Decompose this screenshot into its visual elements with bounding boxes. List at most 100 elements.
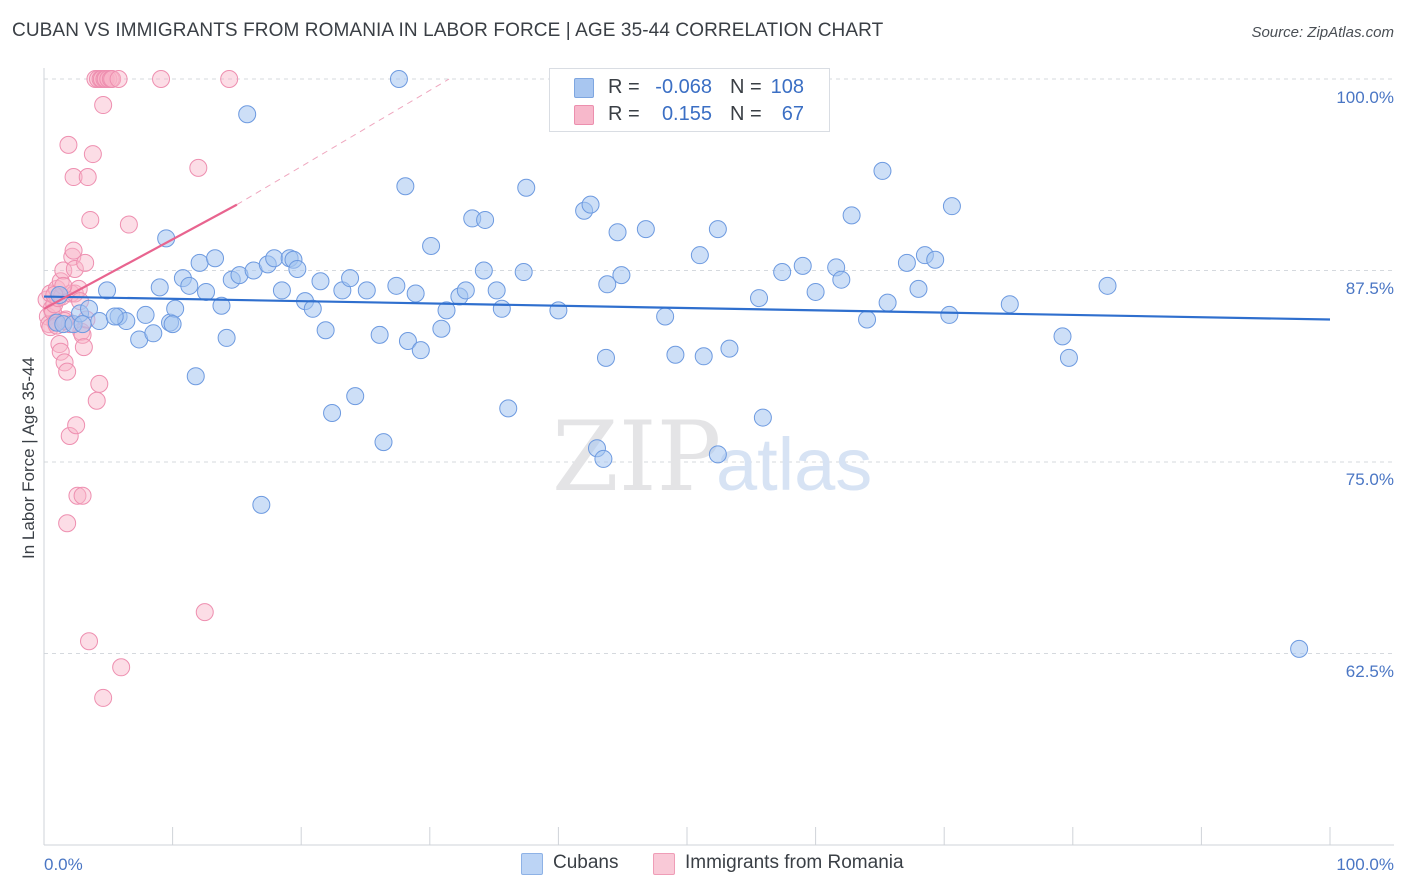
romania-point — [60, 426, 79, 445]
cubans-point — [163, 315, 182, 334]
romania-point — [74, 338, 93, 357]
cubans-point — [517, 178, 536, 197]
chart-title: CUBAN VS IMMIGRANTS FROM ROMANIA IN LABO… — [12, 20, 884, 41]
cubans-point — [272, 281, 291, 300]
romania-trend-line — [43, 203, 238, 310]
romania-point — [58, 514, 77, 533]
cubans-point — [806, 282, 825, 301]
axis-labels: In Labor Force | Age 35-44 0.0% 100.0% 1… — [19, 88, 1394, 874]
cubans-point — [773, 263, 792, 282]
cubans-point — [581, 195, 600, 214]
cubans-point — [265, 249, 284, 268]
cubans-point — [406, 284, 425, 303]
romania-point — [220, 70, 239, 88]
cubans-point — [374, 433, 393, 452]
y-tick-label-100: 100.0% — [1336, 88, 1394, 107]
r-value: 0.155 — [661, 103, 712, 125]
y-tick-label-75: 75.0% — [1346, 470, 1394, 489]
cubans-point — [940, 305, 959, 324]
romania-point — [64, 168, 83, 187]
cubans-point — [80, 299, 99, 318]
data-points — [37, 70, 1309, 707]
cubans-point — [346, 387, 365, 406]
romania-point — [90, 374, 109, 393]
romania-point — [189, 158, 208, 177]
cubans-point — [476, 210, 495, 229]
cubans-point — [456, 281, 475, 300]
romania-point — [195, 603, 214, 622]
cubans-point — [549, 301, 568, 320]
cubans-point — [474, 261, 493, 280]
cubans-point — [98, 281, 117, 300]
cubans-point — [1000, 295, 1019, 314]
watermark: ZIP atlas — [552, 401, 872, 513]
cubans-point — [753, 408, 772, 427]
cubans-point — [396, 177, 415, 196]
cubans-point — [389, 70, 408, 88]
cubans-trend-line — [43, 295, 1331, 321]
cubans-point — [656, 307, 675, 326]
source-credit: Source: ZipAtlas.com — [1251, 24, 1394, 41]
romania-point — [112, 658, 131, 677]
cubans-point — [666, 345, 685, 364]
cubans-point — [608, 223, 627, 242]
romania-point — [58, 362, 77, 381]
cubans-swatch — [574, 78, 594, 98]
trend-lines — [43, 78, 1331, 321]
y-tick-label-87-5: 87.5% — [1346, 279, 1394, 298]
series-legend: Cubans Immigrants from Romania — [0, 852, 1406, 878]
romania-point — [59, 135, 78, 154]
r-value: -0.068 — [655, 76, 712, 98]
cubans-legend-swatch — [521, 853, 543, 875]
romania-trend-extension — [236, 78, 450, 206]
romania-point — [67, 416, 86, 435]
cubans-point — [514, 263, 533, 282]
cubans-point — [288, 259, 307, 278]
cubans-point — [432, 319, 451, 338]
romania-point — [94, 96, 113, 115]
cubans-point — [878, 293, 897, 312]
cubans-point — [316, 321, 335, 340]
r-label: R = — [608, 103, 640, 125]
cubans-point — [370, 325, 389, 344]
romania-point — [152, 70, 171, 88]
romania-point — [81, 210, 100, 229]
n-label: N = — [730, 76, 762, 98]
cubans-point — [596, 348, 615, 367]
cubans-point — [690, 246, 709, 265]
romania-point — [109, 70, 128, 88]
cubans-point — [411, 341, 430, 360]
cubans-point — [323, 403, 342, 422]
gridlines — [44, 78, 1394, 654]
stats-legend-row-cubans: R = -0.068 N = 108 — [550, 75, 829, 101]
cubans-point — [708, 220, 727, 239]
cubans-point — [180, 276, 199, 295]
cubans-point — [157, 229, 176, 248]
romania-point — [54, 261, 73, 280]
watermark-atlas: atlas — [716, 423, 872, 506]
romania-point — [50, 335, 69, 354]
cubans-point — [217, 328, 236, 347]
n-value: 67 — [781, 103, 804, 125]
romania-legend-swatch — [653, 853, 675, 875]
cubans-point — [190, 253, 209, 272]
cubans-point — [492, 299, 511, 318]
x-tick-label-max: 100.0% — [1336, 855, 1394, 874]
axes — [43, 68, 1394, 846]
romania-point — [87, 391, 106, 410]
cubans-point — [1059, 348, 1078, 367]
cubans-point — [90, 312, 109, 331]
romania-swatch — [574, 105, 594, 125]
cubans-point — [166, 299, 185, 318]
cubans-point — [387, 276, 406, 295]
cubans-point — [926, 250, 945, 269]
y-tick-label-62-5: 62.5% — [1346, 662, 1394, 681]
romania-point — [80, 632, 99, 651]
cubans-point — [303, 299, 322, 318]
romania-point — [83, 145, 102, 164]
cubans-point — [942, 197, 961, 216]
cubans-point — [238, 105, 257, 124]
cubans-point — [437, 301, 456, 320]
cubans-point — [150, 278, 169, 297]
romania-point — [103, 70, 122, 88]
